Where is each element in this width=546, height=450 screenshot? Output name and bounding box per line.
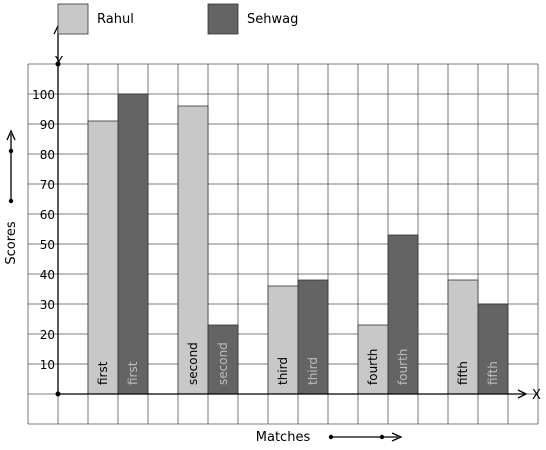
bar-rahul-fourth bbox=[357, 324, 389, 395]
y-tick-labels: 10 20 30 40 50 60 70 80 90 100 bbox=[32, 88, 55, 372]
x-axis-arrow-icon bbox=[517, 389, 528, 399]
bar-label: second bbox=[186, 342, 200, 385]
bar-label: second bbox=[216, 342, 230, 385]
legend-swatch-rahul bbox=[57, 3, 89, 35]
y-tick-label: 80 bbox=[40, 148, 55, 162]
bar-sehwag-second bbox=[207, 324, 239, 395]
bar-sehwag-fifth bbox=[477, 303, 509, 395]
bar-label: fourth bbox=[366, 349, 380, 385]
y-tick-label: 20 bbox=[40, 328, 55, 342]
axes bbox=[53, 24, 528, 399]
y-tick-label: 50 bbox=[40, 238, 55, 252]
y-axis-name: Y bbox=[54, 55, 63, 70]
bar-rahul-first bbox=[87, 120, 119, 395]
x-axis-label: Matches bbox=[256, 430, 311, 445]
y-tick-label: 70 bbox=[40, 178, 55, 192]
x-axis-name: X bbox=[532, 388, 541, 403]
bar-rahul-fifth bbox=[447, 279, 479, 395]
bar-label: first bbox=[126, 361, 140, 385]
y-tick-label: 100 bbox=[32, 88, 55, 102]
y-tick-label: 90 bbox=[40, 118, 55, 132]
legend: Rahul Sehwag bbox=[57, 3, 298, 35]
legend-swatch-sehwag bbox=[207, 3, 239, 35]
y-direction-arrow-icon bbox=[6, 129, 16, 204]
x-direction-arrow-icon bbox=[328, 432, 403, 442]
bar-sehwag-fourth bbox=[387, 234, 419, 395]
y-tick-label: 30 bbox=[40, 298, 55, 312]
y-tick-label: 40 bbox=[40, 268, 55, 282]
bar-rahul-second bbox=[177, 105, 209, 395]
bar-label: third bbox=[306, 357, 320, 385]
y-axis-top-dot bbox=[55, 61, 61, 67]
bar-label: fifth bbox=[486, 361, 500, 385]
bar-label: fifth bbox=[456, 361, 470, 385]
bar-sehwag-third bbox=[297, 279, 329, 395]
bar-label: third bbox=[276, 357, 290, 385]
bar-label: first bbox=[96, 361, 110, 385]
y-axis-label: Scores bbox=[4, 221, 19, 264]
bar-label: fourth bbox=[396, 349, 410, 385]
bars: first first second second third third fourth fo… bbox=[87, 93, 509, 395]
y-tick-label: 60 bbox=[40, 208, 55, 222]
bar-rahul-third bbox=[267, 285, 299, 395]
legend-label-sehwag: Sehwag bbox=[247, 12, 298, 27]
bar-sehwag-first bbox=[117, 93, 149, 395]
y-tick-label: 10 bbox=[40, 358, 55, 372]
origin-dot bbox=[55, 391, 61, 397]
legend-label-rahul: Rahul bbox=[97, 12, 134, 27]
